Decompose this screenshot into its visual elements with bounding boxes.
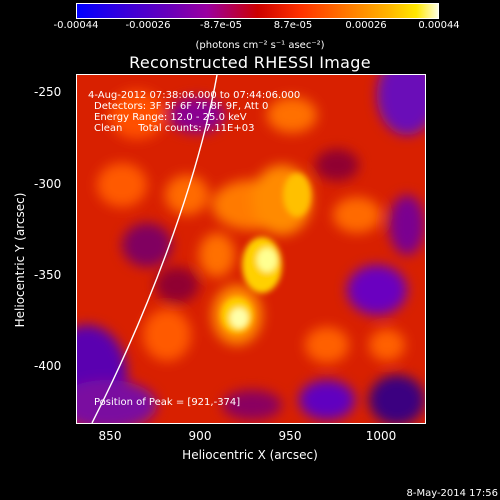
colorbar-tick: 0.00044 — [418, 20, 460, 31]
info-time-range: 4-Aug-2012 07:38:06.000 to 07:44:06.000 — [88, 90, 301, 101]
solar-limb-line — [91, 75, 218, 423]
info-detectors: Detectors: 3F 5F 6F 7F 8F 9F, Att 0 — [94, 101, 269, 112]
colorbar-tick: -8.7e-05 — [200, 20, 242, 31]
colorbar — [76, 3, 439, 19]
rhessi-image — [76, 74, 426, 424]
colorbar-tick: -0.00026 — [125, 20, 171, 31]
y-tick-label: -250 — [34, 85, 62, 99]
x-tick-label: 900 — [188, 429, 212, 443]
y-tick-label: -350 — [34, 268, 62, 282]
info-peak: Position of Peak = [921,-374] — [94, 397, 241, 408]
y-tick-label: -400 — [34, 359, 62, 373]
info-counts: Clean Total counts: 7.11E+03 — [94, 123, 255, 134]
plot-title: Reconstructed RHESSI Image — [129, 53, 371, 72]
colorbar-tick: -0.00044 — [53, 20, 99, 31]
info-energy: Energy Range: 12.0 - 25.0 keV — [94, 112, 247, 123]
rhessi-image-canvas — [77, 75, 425, 423]
x-tick-label: 850 — [98, 429, 122, 443]
x-axis-label: Heliocentric X (arcsec) — [182, 448, 318, 462]
x-tick-label: 1000 — [365, 429, 397, 443]
colorbar-tick: 0.00026 — [345, 20, 387, 31]
colorbar-unit: (photons cm⁻² s⁻¹ asec⁻²) — [195, 40, 325, 51]
date-stamp: 8-May-2014 17:56 — [406, 488, 498, 499]
y-tick-label: -300 — [34, 177, 62, 191]
colorbar-tick: 8.7e-05 — [273, 20, 313, 31]
y-axis-label: Heliocentric Y (arcsec) — [13, 192, 27, 328]
x-tick-label: 950 — [278, 429, 302, 443]
